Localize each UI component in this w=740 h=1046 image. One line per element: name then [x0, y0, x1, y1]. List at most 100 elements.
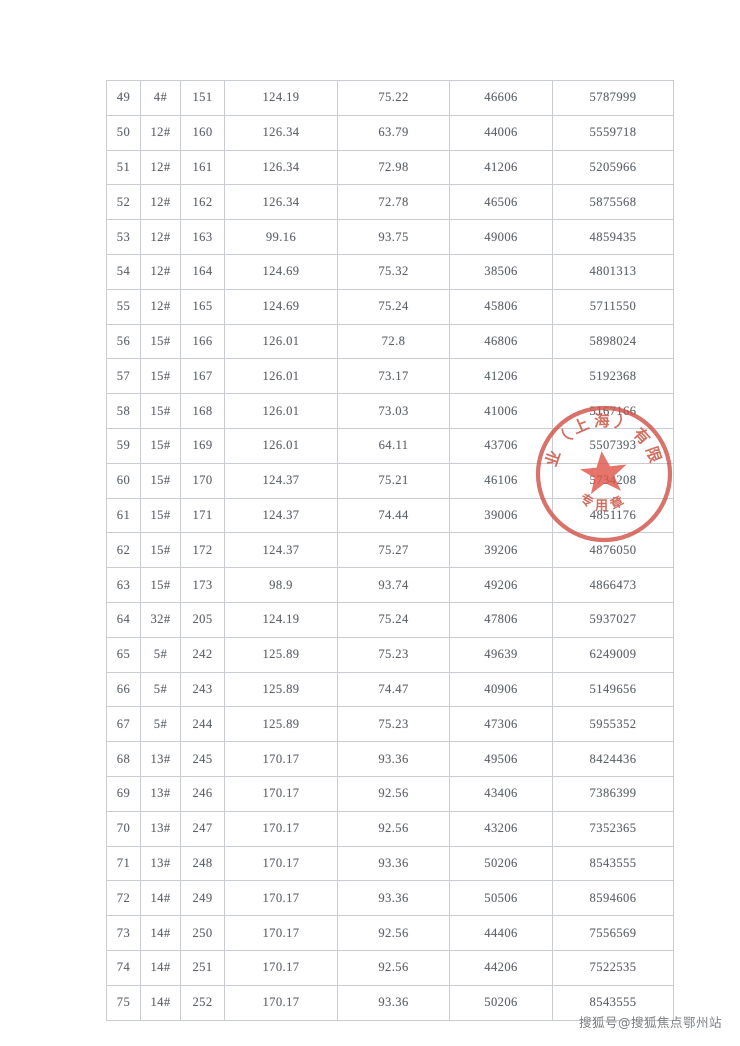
table-cell-inner_area: 92.56: [337, 949, 450, 986]
table-cell-inner_area: 74.47: [337, 671, 450, 708]
table-row: 62 15# 172 124.37 75.27 39206 4876050: [106, 532, 674, 569]
table-cell-inner_area: 93.36: [337, 984, 450, 1021]
table-cell-building: 14#: [140, 880, 181, 917]
table-cell-index: 69: [106, 775, 141, 812]
table-cell-unit: 169: [180, 427, 225, 464]
table-row: 54 12# 164 124.69 75.32 38506 4801313: [106, 253, 674, 290]
table-cell-area: 170.17: [224, 810, 338, 847]
table-cell-inner_area: 75.22: [337, 80, 450, 116]
table-cell-building: 12#: [140, 114, 181, 151]
table-row: 59 15# 169 126.01 64.11 43706 5507393: [106, 427, 674, 464]
table-cell-building: 15#: [140, 393, 181, 429]
table-cell-area: 124.19: [224, 80, 338, 116]
table-cell-area: 124.69: [224, 288, 338, 325]
table-cell-area: 126.01: [224, 393, 338, 429]
table-cell-unit_price: 44206: [449, 949, 553, 986]
table-cell-total_price: 4801313: [552, 253, 674, 290]
table-cell-index: 66: [106, 671, 141, 708]
table-cell-inner_area: 92.56: [337, 775, 450, 812]
table-cell-inner_area: 63.79: [337, 114, 450, 151]
table-cell-index: 72: [106, 880, 141, 917]
table-cell-area: 126.34: [224, 149, 338, 186]
table-row: 70 13# 247 170.17 92.56 43206 7352365: [106, 810, 674, 847]
table-cell-index: 67: [106, 706, 141, 743]
table-row: 53 12# 163 99.16 93.75 49006 4859435: [106, 219, 674, 255]
table-cell-unit: 173: [180, 567, 225, 603]
table-cell-area: 126.01: [224, 323, 338, 360]
table-cell-unit_price: 46506: [449, 184, 553, 221]
table-cell-unit_price: 45806: [449, 288, 553, 325]
table-cell-unit: 170: [180, 462, 225, 499]
table-cell-total_price: 5205966: [552, 149, 674, 186]
table-cell-building: 13#: [140, 845, 181, 882]
table-cell-unit_price: 50206: [449, 845, 553, 882]
table-cell-total_price: 5192368: [552, 358, 674, 395]
table-cell-area: 125.89: [224, 671, 338, 708]
table-cell-unit: 171: [180, 497, 225, 534]
table-cell-unit_price: 39206: [449, 532, 553, 569]
table-row: 61 15# 171 124.37 74.44 39006 4851176: [106, 497, 674, 534]
table-cell-unit: 247: [180, 810, 225, 847]
table-cell-inner_area: 73.17: [337, 358, 450, 395]
table-cell-building: 15#: [140, 323, 181, 360]
table-cell-area: 170.17: [224, 984, 338, 1021]
table-cell-index: 51: [106, 149, 141, 186]
table-cell-index: 63: [106, 567, 141, 603]
table-cell-building: 14#: [140, 915, 181, 951]
table-cell-unit: 243: [180, 671, 225, 708]
table-cell-area: 170.17: [224, 845, 338, 882]
table-cell-building: 13#: [140, 810, 181, 847]
table-cell-building: 13#: [140, 741, 181, 777]
table-row: 71 13# 248 170.17 93.36 50206 8543555: [106, 845, 674, 882]
table-cell-unit: 250: [180, 915, 225, 951]
table-cell-unit: 161: [180, 149, 225, 186]
table-row: 52 12# 162 126.34 72.78 46506 5875568: [106, 184, 674, 221]
table-cell-unit_price: 39006: [449, 497, 553, 534]
table-cell-area: 124.69: [224, 253, 338, 290]
table-cell-index: 55: [106, 288, 141, 325]
table-cell-building: 5#: [140, 706, 181, 743]
table-cell-unit_price: 49006: [449, 219, 553, 255]
table-cell-inner_area: 92.56: [337, 915, 450, 951]
table-cell-index: 70: [106, 810, 141, 847]
table-row: 66 5# 243 125.89 74.47 40906 5149656: [106, 671, 674, 708]
table-cell-unit: 246: [180, 775, 225, 812]
table-cell-index: 56: [106, 323, 141, 360]
table-cell-index: 60: [106, 462, 141, 499]
table-cell-unit: 244: [180, 706, 225, 743]
table-cell-unit_price: 41206: [449, 358, 553, 395]
table-cell-area: 98.9: [224, 567, 338, 603]
table-cell-total_price: 5875568: [552, 184, 674, 221]
table-cell-unit: 163: [180, 219, 225, 255]
table-cell-index: 75: [106, 984, 141, 1021]
table-cell-total_price: 5149656: [552, 671, 674, 708]
table-cell-total_price: 5787999: [552, 80, 674, 116]
table-cell-unit_price: 40906: [449, 671, 553, 708]
price-table-body: 49 4# 151 124.19 75.22 46606 5787999 50 12# 160 12…: [106, 80, 674, 1021]
table-cell-unit_price: 44406: [449, 915, 553, 951]
table-cell-area: 124.37: [224, 462, 338, 499]
table-row: 51 12# 161 126.34 72.98 41206 5205966: [106, 149, 674, 186]
table-cell-area: 170.17: [224, 775, 338, 812]
table-cell-inner_area: 93.36: [337, 880, 450, 917]
table-cell-index: 62: [106, 532, 141, 569]
table-cell-unit_price: 38506: [449, 253, 553, 290]
table-cell-inner_area: 75.27: [337, 532, 450, 569]
table-cell-area: 126.01: [224, 427, 338, 464]
table-cell-unit: 245: [180, 741, 225, 777]
table-cell-inner_area: 93.75: [337, 219, 450, 255]
table-cell-total_price: 8594606: [552, 880, 674, 917]
table-cell-unit_price: 44006: [449, 114, 553, 151]
table-cell-unit_price: 50506: [449, 880, 553, 917]
table-cell-unit_price: 50206: [449, 984, 553, 1021]
table-cell-index: 53: [106, 219, 141, 255]
table-cell-index: 52: [106, 184, 141, 221]
table-cell-area: 125.89: [224, 706, 338, 743]
table-cell-unit_price: 46606: [449, 80, 553, 116]
table-cell-unit_price: 46106: [449, 462, 553, 499]
table-cell-index: 49: [106, 80, 141, 116]
table-cell-inner_area: 75.24: [337, 288, 450, 325]
table-cell-total_price: 4851176: [552, 497, 674, 534]
table-cell-total_price: 5167166: [552, 393, 674, 429]
table-row: 64 32# 205 124.19 75.24 47806 5937027: [106, 601, 674, 638]
